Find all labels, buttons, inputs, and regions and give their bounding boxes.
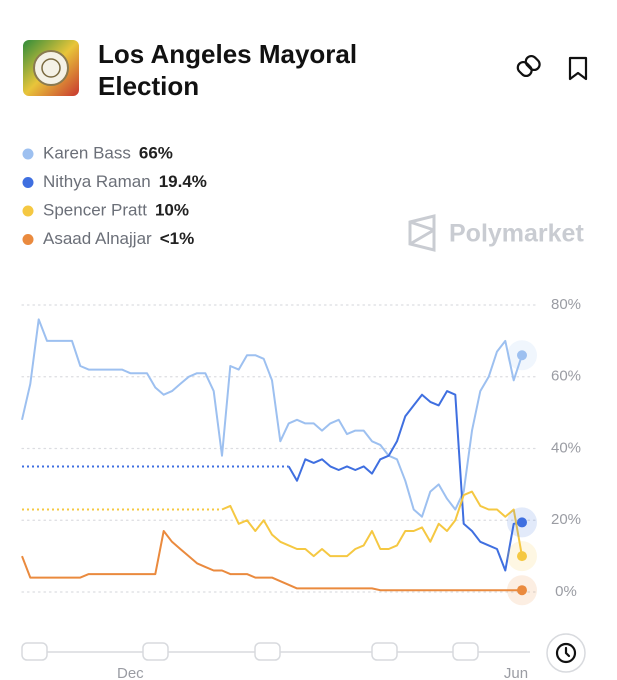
- series-line: [21, 318, 523, 518]
- timeline: [21, 642, 530, 661]
- link-icon[interactable]: [516, 54, 542, 78]
- bookmark-icon[interactable]: [568, 56, 588, 81]
- watermark: Polymarket: [449, 220, 584, 248]
- end-point: [517, 585, 527, 596]
- series-line: [21, 530, 522, 592]
- legend-value: 19.4%: [159, 172, 207, 191]
- y-tick-label: 60%: [551, 368, 581, 385]
- legend-name: Nithya Raman: [43, 172, 151, 191]
- logo: [23, 40, 79, 96]
- end-point: [517, 551, 527, 562]
- watermark-logo: [408, 214, 436, 252]
- legend-name: Karen Bass: [43, 143, 131, 162]
- end-point: [517, 350, 527, 361]
- legend-name: Spencer Pratt: [43, 200, 147, 219]
- legend-value: 66%: [139, 143, 173, 162]
- legend-value: <1%: [160, 229, 195, 248]
- end-point: [517, 517, 527, 528]
- y-tick-label: 0%: [555, 583, 577, 600]
- y-tick-label: 40%: [551, 439, 581, 456]
- legend-dot: [22, 234, 34, 245]
- x-tick-label: Dec: [117, 665, 144, 680]
- title: Los Angeles Mayoral Election: [98, 39, 358, 101]
- clock-button[interactable]: [546, 633, 586, 673]
- legend-value: 10%: [155, 200, 189, 219]
- legend-dot: [22, 205, 34, 217]
- legend-dot: [22, 177, 34, 188]
- y-tick-label: 20%: [551, 511, 581, 528]
- x-tick-label: Jun: [504, 665, 528, 680]
- legend-name: Asaad Alnajjar: [43, 229, 152, 248]
- series-line: [221, 490, 523, 558]
- y-tick-label: 80%: [551, 296, 581, 313]
- series-line: [287, 390, 523, 572]
- legend-dot: [22, 148, 34, 160]
